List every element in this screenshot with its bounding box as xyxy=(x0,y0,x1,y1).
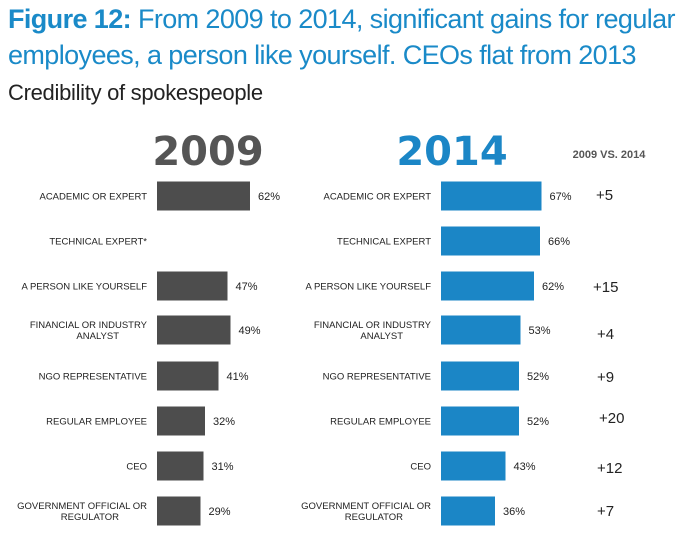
bar-2009 xyxy=(157,496,201,526)
comparison-header: 2009 VS. 2014 xyxy=(573,149,647,161)
category-label-2014: REGULAR EMPLOYEE xyxy=(330,417,431,428)
year-heading-2009: 2009 xyxy=(152,129,263,175)
bar-2014 xyxy=(441,181,542,211)
change-value: +7 xyxy=(597,503,614,520)
value-label-2014: 62% xyxy=(542,281,564,293)
category-label-2014: ACADEMIC OR EXPERT xyxy=(323,192,431,203)
category-label-2014: A PERSON LIKE YOURSELF xyxy=(306,282,432,293)
category-label-2014: FINANCIAL OR INDUSTRY xyxy=(314,320,432,331)
bar-2014 xyxy=(441,451,506,481)
bar-2009 xyxy=(157,451,204,481)
bar-2014 xyxy=(441,315,521,345)
change-value: +5 xyxy=(596,187,613,204)
category-label-2009: NGO REPRESENTATIVE xyxy=(39,372,147,383)
year-heading-2014: 2014 xyxy=(396,129,507,175)
bar-2014 xyxy=(441,496,495,526)
value-label-2014: 36% xyxy=(503,506,525,518)
category-label-2009: GOVERNMENT OFFICIAL OR xyxy=(17,501,147,512)
figure-label: Figure 12: xyxy=(8,4,132,34)
change-value: +12 xyxy=(597,460,622,477)
category-label-2014: CEO xyxy=(410,462,431,473)
category-label-2009: ACADEMIC OR EXPERT xyxy=(39,192,147,203)
value-label-2014: 66% xyxy=(548,236,570,248)
change-value: +15 xyxy=(593,279,618,296)
change-value: +9 xyxy=(597,369,614,386)
bar-2014 xyxy=(441,271,534,301)
value-label-2009: 62% xyxy=(258,191,280,203)
category-label-2009: ANALYST xyxy=(76,331,119,342)
bar-2014 xyxy=(441,406,519,436)
value-label-2014: 43% xyxy=(514,461,536,473)
value-label-2009: 49% xyxy=(239,325,261,337)
category-label-2014: TECHNICAL EXPERT xyxy=(337,237,431,248)
category-label-2009: A PERSON LIKE YOURSELF xyxy=(22,282,148,293)
value-label-2014: 52% xyxy=(527,371,549,383)
chart-subtitle: Credibility of spokespeople xyxy=(8,80,263,105)
chart-title-line-1: Figure 12: From 2009 to 2014, significan… xyxy=(8,4,676,35)
bar-2009 xyxy=(157,406,205,436)
category-label-2009: REGULATOR xyxy=(61,512,119,523)
category-label-2009: FINANCIAL OR INDUSTRY xyxy=(30,320,148,331)
category-label-2014: GOVERNMENT OFFICIAL OR xyxy=(301,501,431,512)
bar-2014 xyxy=(441,226,540,256)
bar-2009 xyxy=(157,315,231,345)
category-label-2014: NGO REPRESENTATIVE xyxy=(323,372,431,383)
value-label-2009: 32% xyxy=(213,416,235,428)
value-label-2014: 53% xyxy=(529,325,551,337)
value-label-2009: 31% xyxy=(212,461,234,473)
bar-2009 xyxy=(157,181,250,211)
value-label-2014: 52% xyxy=(527,416,549,428)
value-label-2009: 41% xyxy=(227,371,249,383)
category-label-2009: TECHNICAL EXPERT* xyxy=(49,237,147,248)
title-text: From 2009 to 2014, significant gains for… xyxy=(137,4,676,34)
bar-2009 xyxy=(157,361,219,391)
change-value: +4 xyxy=(597,326,614,343)
category-label-2009: CEO xyxy=(126,462,147,473)
bar-2009 xyxy=(157,271,228,301)
value-label-2009: 29% xyxy=(209,506,231,518)
category-label-2014: REGULATOR xyxy=(345,512,403,523)
value-label-2014: 67% xyxy=(550,191,572,203)
category-label-2009: REGULAR EMPLOYEE xyxy=(46,417,147,428)
chart-title-line-2: employees, a person like yourself. CEOs … xyxy=(8,40,637,70)
category-label-2014: ANALYST xyxy=(360,331,403,342)
change-value: +20 xyxy=(599,410,624,427)
bar-2014 xyxy=(441,361,519,391)
value-label-2009: 47% xyxy=(236,281,258,293)
